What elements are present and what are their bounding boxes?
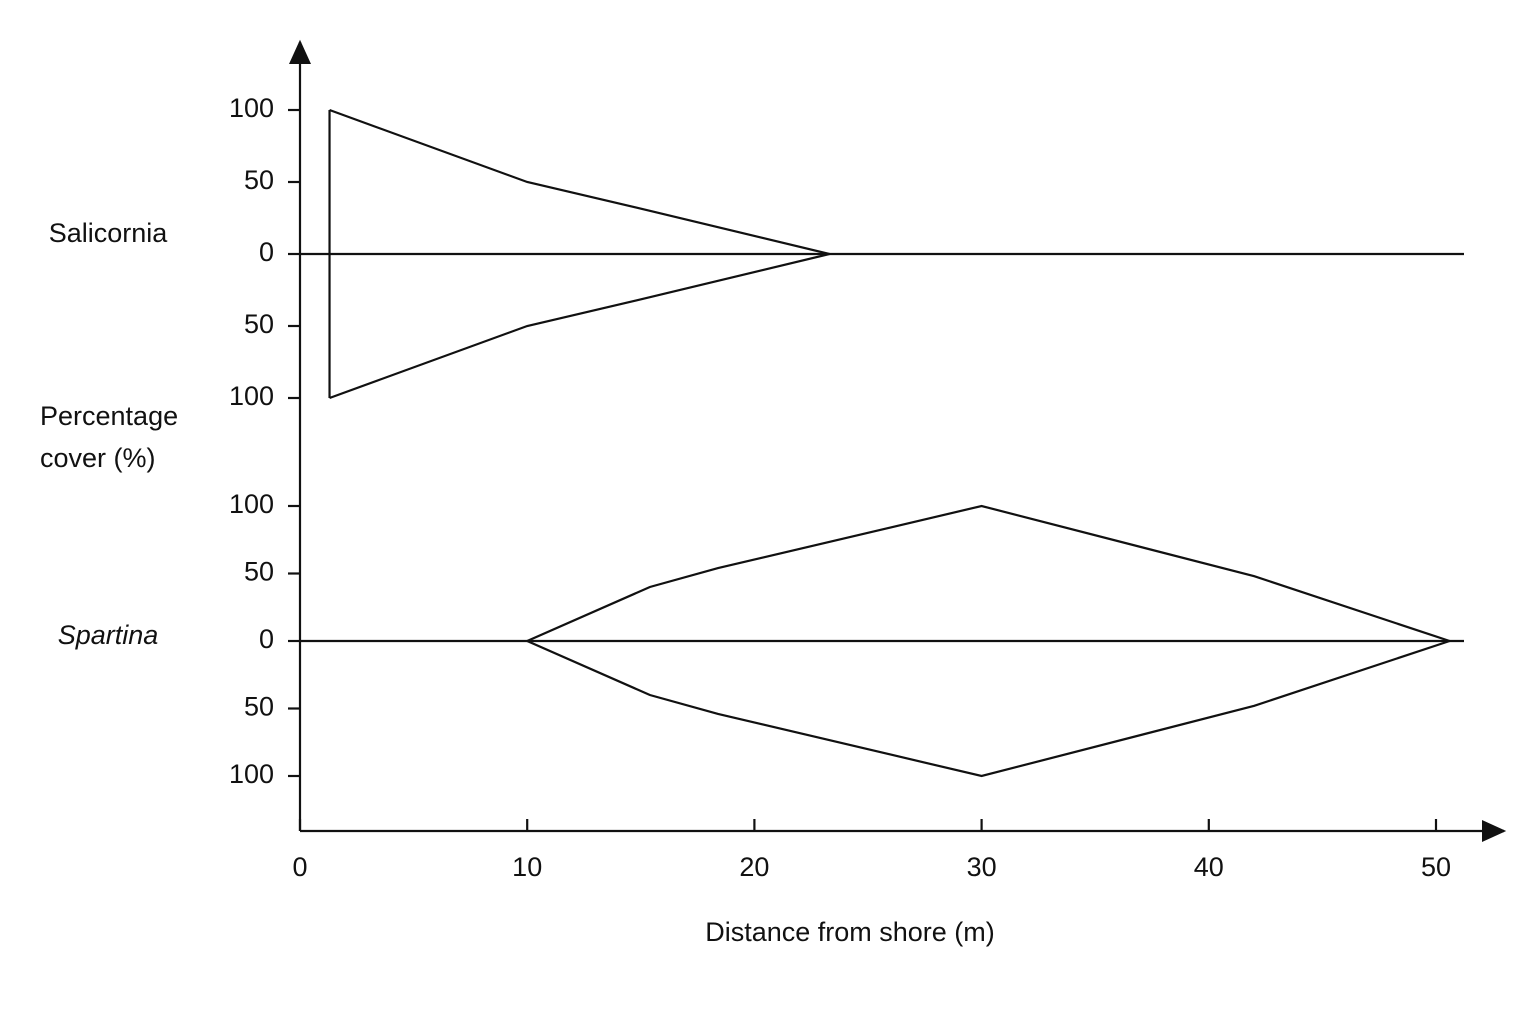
y-tick-label: 100 xyxy=(229,93,274,123)
y-tick-label: 0 xyxy=(259,624,274,654)
x-tick-label: 50 xyxy=(1421,852,1451,882)
x-tick-label: 0 xyxy=(292,852,307,882)
x-tick-label: 40 xyxy=(1194,852,1224,882)
x-tick-label: 10 xyxy=(512,852,542,882)
y-tick-label: 0 xyxy=(259,237,274,267)
x-tick-label: 30 xyxy=(967,852,997,882)
x-tick-label: 20 xyxy=(739,852,769,882)
kite-lower xyxy=(329,252,830,400)
kite-upper xyxy=(526,504,1450,643)
x-axis-label: Distance from shore (m) xyxy=(705,917,995,947)
y-tick-label: 50 xyxy=(244,557,274,587)
kite-upper xyxy=(329,108,830,256)
y-tick-label: 100 xyxy=(229,381,274,411)
y-tick-label: 100 xyxy=(229,759,274,789)
kite-lower xyxy=(526,639,1450,778)
y-axis-label: Percentage cover (%) xyxy=(40,401,179,473)
series-label: Spartina xyxy=(58,620,159,650)
y-tick-label: 100 xyxy=(229,489,274,519)
y-tick-label: 50 xyxy=(244,165,274,195)
y-tick-label: 50 xyxy=(244,309,274,339)
y-tick-label: 50 xyxy=(244,692,274,722)
series-label: Salicornia xyxy=(49,218,169,248)
